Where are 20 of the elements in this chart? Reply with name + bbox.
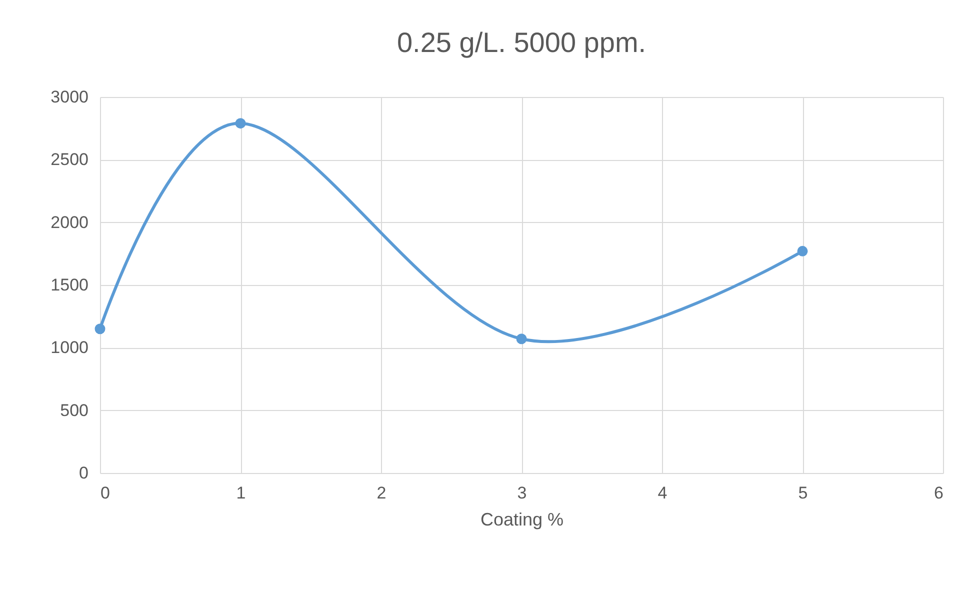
y-tick-label: 2000	[50, 212, 88, 232]
y-tick-label: 1000	[50, 338, 88, 358]
x-tick-label: 2	[376, 484, 386, 502]
x-tick-label: 1	[236, 484, 246, 502]
chart-title: 0.25 g/L. 5000 ppm.	[396, 27, 646, 58]
x-axis-title: Coating %	[480, 510, 564, 530]
x-tick-label: 4	[658, 484, 668, 502]
y-tick-label: 0	[79, 464, 88, 482]
y-tick-label: 500	[60, 400, 88, 420]
point	[797, 246, 808, 256]
x-tick-label: 3	[517, 484, 527, 502]
x-tick-label: 5	[798, 484, 808, 502]
y-tick-label: 1500	[50, 276, 88, 294]
y-tick-label: 3000	[50, 88, 88, 106]
point	[94, 324, 106, 334]
point	[235, 118, 246, 129]
point	[516, 334, 527, 344]
x-tick-label: 6	[934, 484, 944, 502]
y-tick-label: 2500	[50, 150, 88, 170]
x-tick-label: 0	[100, 484, 110, 502]
